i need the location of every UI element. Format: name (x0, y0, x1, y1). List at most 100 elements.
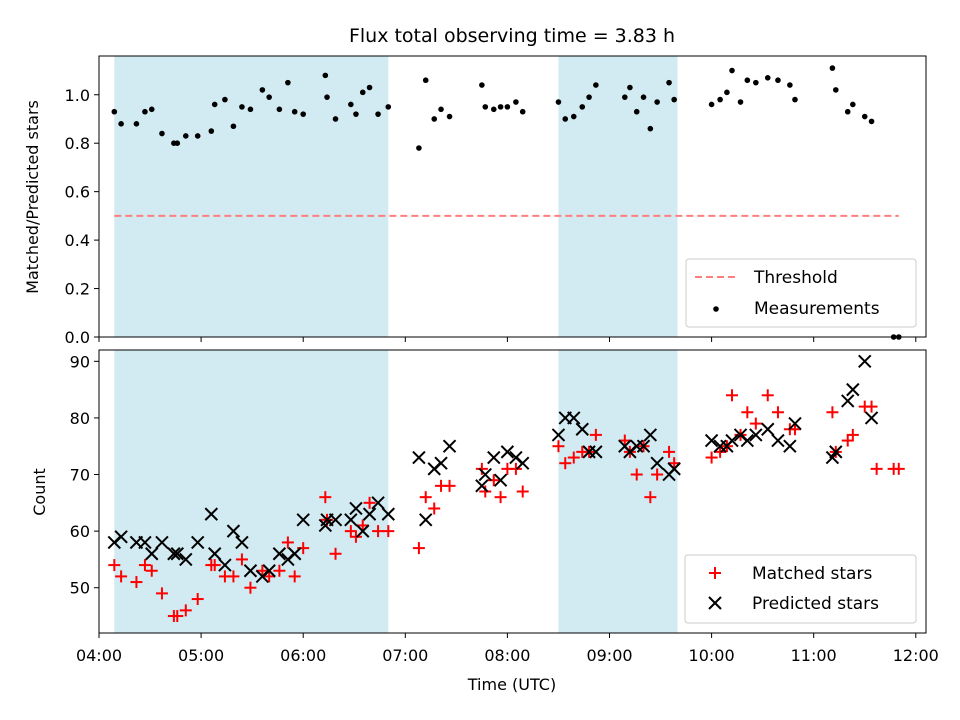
predicted-star-point (155, 535, 169, 550)
measurement-point (844, 108, 851, 115)
matched-star-point (244, 581, 257, 594)
matched-star-point (865, 400, 878, 413)
observing-window-shade (558, 56, 678, 337)
predicted-legend-marker (708, 596, 722, 610)
predicted-star-point (262, 564, 276, 578)
predicted-star-point (287, 547, 302, 561)
predicted-star-point (419, 513, 433, 527)
measurement-point (868, 118, 875, 125)
matched-star-point (870, 462, 883, 475)
measurement-point (148, 106, 155, 113)
measurement-point (142, 108, 148, 115)
predicted-star-point (475, 479, 489, 493)
matched-star-point (494, 491, 507, 504)
matched-star-point (761, 389, 774, 402)
matched-star-point (516, 485, 529, 498)
matched-star-point (567, 451, 580, 464)
predicted-star-point (846, 382, 860, 397)
measurement-point (322, 72, 329, 79)
predicted-star-point (272, 547, 287, 561)
ratio-panel: 0.0 0.2 0.4 0.6 0.8 1.0 Matched/Predicted sta… (23, 55, 927, 347)
matched-star-point (618, 434, 631, 447)
measurement-point (654, 99, 660, 105)
matched-star-point (263, 570, 276, 583)
predicted-star-point (761, 422, 775, 436)
predicted-star-point (478, 467, 492, 482)
matched-star-point (145, 564, 158, 577)
measurement-point (359, 89, 366, 96)
count-y-tick-label: 80 (70, 409, 90, 428)
measurement-point (159, 130, 165, 137)
measurement-point (562, 116, 569, 122)
predicted-legend-label: Predicted stars (752, 594, 879, 614)
predicted-star-point (788, 416, 802, 431)
measurement-point (490, 106, 497, 113)
matched-star-point (714, 445, 727, 458)
measurement-point (438, 106, 444, 113)
matched-star-point (363, 496, 376, 509)
ratio-y-tick-label: 1.0 (65, 86, 90, 105)
predicted-star-point (589, 445, 603, 459)
measurement-point (829, 65, 836, 71)
predicted-star-point (179, 552, 193, 567)
matched-star-point (356, 519, 369, 532)
measurement-point (300, 111, 306, 117)
chart-title: Flux total observing time = 3.83 h (349, 25, 675, 47)
matched-star-point (419, 491, 432, 504)
measurement-point (111, 108, 118, 115)
matched-star-point (227, 570, 240, 583)
count-panel: 50 60 70 80 90 04:00 05:00 06:00 07:00 08:00 09:0… (30, 349, 939, 694)
predicted-star-point (487, 450, 501, 465)
predicted-star-point (783, 439, 797, 453)
matched-star-point (705, 451, 718, 464)
ratio-y-axis-label: Matched/Predicted stars (23, 100, 42, 294)
predicted-star-point (362, 507, 377, 521)
matched-star-point (589, 428, 602, 441)
predicted-star-point (493, 473, 508, 487)
predicted-star-point (725, 433, 739, 448)
measurement-point (247, 106, 254, 113)
measurement-point (724, 89, 730, 96)
measurement-point (479, 82, 485, 88)
count-y-tick-label: 90 (70, 352, 90, 371)
matched-star-point (108, 559, 121, 572)
ratio-legend-box (685, 258, 917, 328)
measurement-point (640, 94, 647, 100)
measurement-point (717, 96, 723, 103)
measurement-point (497, 104, 504, 110)
matched-star-point (841, 434, 854, 447)
predicted-star-point (190, 535, 205, 550)
matched-star-point (726, 389, 739, 402)
predicted-star-point (829, 445, 843, 459)
measurement-point (324, 94, 330, 100)
x-tick-label: 11:00 (791, 646, 837, 665)
matched-legend-label: Matched stars (752, 564, 872, 584)
measurement-point (764, 75, 771, 81)
measurement-point (276, 106, 283, 113)
matched-star-point (428, 502, 441, 515)
predicted-star-point (516, 456, 530, 470)
measurement-point (555, 99, 562, 105)
predicted-star-point (226, 524, 241, 538)
measurement-point (446, 113, 453, 120)
predicted-star-point (434, 456, 448, 470)
ratio-axes-frame (98, 55, 927, 338)
ratio-y-tick-label: 0.4 (65, 231, 90, 250)
predicted-star-point (864, 411, 879, 425)
predicted-star-point (114, 530, 128, 544)
measurement-point (593, 82, 599, 88)
matched-star-point (329, 547, 342, 560)
matched-star-point (846, 428, 859, 441)
measurement-point (431, 116, 438, 122)
matched-star-point (475, 462, 488, 475)
measurement-point (194, 133, 201, 139)
measurement-point (222, 96, 228, 103)
matched-star-point (281, 536, 294, 549)
predicted-star-point (500, 445, 515, 459)
observing-window-shade (558, 350, 678, 633)
measurement-point (266, 94, 272, 100)
predicted-star-point (328, 513, 343, 527)
measurement-point (133, 121, 140, 127)
matched-star-point (644, 491, 657, 504)
